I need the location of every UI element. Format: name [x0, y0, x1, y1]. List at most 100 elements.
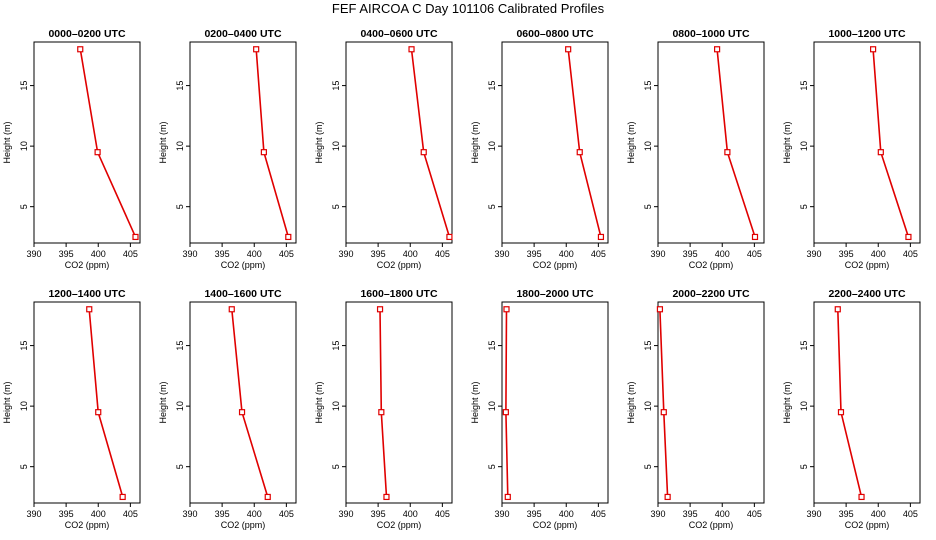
panel-6-profile-line	[872, 49, 910, 238]
panel-1-y-tick-label: 5	[19, 204, 29, 209]
panel-5-frame	[657, 41, 765, 244]
panel-5-data-point	[714, 46, 721, 53]
panel-7-y-tick-label: 5	[19, 464, 29, 469]
panel-4-frame	[501, 41, 609, 244]
panel-12-data-point	[858, 493, 865, 501]
panel-1-x-axis-label: CO2 (ppm)	[65, 260, 110, 270]
panel-5-y-tick-label: 15	[643, 81, 653, 91]
panel-6-y-tick-label: 5	[799, 204, 809, 209]
panel-7-x-tick-label: 395	[59, 509, 74, 519]
panel-10-y-tick-label: 15	[487, 341, 497, 351]
panel-3-x-tick-label: 405	[435, 249, 450, 259]
panel-8-x-tick-label: 395	[215, 509, 230, 519]
panel-7-y-axis-label: Height (m)	[2, 381, 12, 423]
panel-6-title: 1000–1200 UTC	[828, 28, 905, 40]
panel-11-x-tick-label: 405	[747, 509, 762, 519]
panel-5-title: 0800–1000 UTC	[672, 28, 749, 40]
panel-6-x-tick-label: 390	[806, 249, 821, 259]
figure-title: FEF AIRCOA C Day 101106 Calibrated Profi…	[331, 1, 605, 16]
panel-2-data-point	[260, 149, 267, 156]
panel-12-y-tick-label: 15	[799, 341, 809, 351]
panel-1-y-tick-label: 10	[19, 141, 29, 151]
panel-11-x-tick-label: 390	[650, 509, 665, 519]
panel-12-y-tick-label: 10	[799, 401, 809, 411]
panel-10-data-point	[504, 493, 511, 501]
panel-11-frame	[657, 301, 765, 504]
panel-4-title: 0600–0800 UTC	[516, 28, 593, 40]
panel-6-x-tick-label: 400	[871, 249, 886, 259]
panel-7-title: 1200–1400 UTC	[48, 288, 125, 300]
panel-6-x-tick-label: 395	[839, 249, 854, 259]
panel-11-y-tick-label: 5	[643, 464, 653, 469]
panel-1-frame	[33, 41, 141, 244]
panel-10-data-point	[503, 306, 510, 313]
panel-1-title: 0000–0200 UTC	[48, 28, 125, 40]
panel-7-x-axis-label: CO2 (ppm)	[65, 520, 110, 530]
panel-10-title: 1800–2000 UTC	[516, 288, 593, 300]
panel-1-data-point	[132, 233, 139, 241]
panel-11-data-point	[660, 409, 667, 416]
panel-7-x-tick-label: 405	[123, 509, 138, 519]
panel-4-data-point	[576, 149, 583, 156]
panel-6-frame	[813, 41, 921, 244]
panel-10-y-axis-label: Height (m)	[470, 381, 480, 423]
panel-2-x-axis-label: CO2 (ppm)	[221, 260, 266, 270]
panel-9-x-tick-label: 395	[371, 509, 386, 519]
panel-9-data-point	[378, 409, 385, 416]
panel-7-data-point	[86, 306, 93, 313]
panel-11-data-point	[656, 306, 664, 313]
panel-12-data-point	[837, 409, 845, 416]
panel-5-profile-line	[716, 49, 756, 238]
panel-3-y-tick-label: 15	[331, 81, 341, 91]
panel-1-x-tick-label: 395	[59, 249, 74, 259]
panel-6-data-point	[870, 46, 877, 53]
panel-10-y-tick-label: 10	[487, 401, 497, 411]
panel-5-x-axis-label: CO2 (ppm)	[689, 260, 734, 270]
panel-4-x-axis-label: CO2 (ppm)	[533, 260, 578, 270]
panel-11-data-point	[664, 493, 671, 501]
panel-12-profile-line	[837, 309, 863, 498]
panel-5-x-tick-label: 405	[747, 249, 762, 259]
panel-7-x-tick-label: 390	[26, 509, 41, 519]
panel-2-y-tick-label: 15	[175, 81, 185, 91]
panel-9-x-tick-label: 405	[435, 509, 450, 519]
panel-3-frame	[345, 41, 453, 244]
panel-8-data-point	[238, 409, 246, 416]
panel-7-frame	[33, 301, 141, 504]
panel-12-x-tick-label: 395	[839, 509, 854, 519]
panel-8-data-point	[264, 493, 271, 501]
panel-4-x-tick-label: 395	[527, 249, 542, 259]
panel-9-data-point	[376, 306, 384, 313]
panel-3-data-point	[408, 46, 415, 53]
panel-11-x-tick-label: 400	[715, 509, 730, 519]
panel-7-data-point	[119, 493, 126, 501]
panel-5-x-tick-label: 395	[683, 249, 698, 259]
panel-4-y-tick-label: 15	[487, 81, 497, 91]
panel-2-x-tick-label: 390	[182, 249, 197, 259]
panel-4-data-point	[565, 46, 572, 53]
panel-12-frame	[813, 301, 921, 504]
panel-3-y-tick-label: 5	[331, 204, 341, 209]
panel-3-y-tick-label: 10	[331, 141, 341, 151]
panel-3-x-tick-label: 400	[403, 249, 418, 259]
panel-3-y-axis-label: Height (m)	[314, 121, 324, 163]
panel-5-data-point	[751, 233, 759, 241]
panel-2-title: 0200–0400 UTC	[204, 28, 281, 40]
panel-4-y-axis-label: Height (m)	[470, 121, 480, 163]
panel-8-y-tick-label: 15	[175, 341, 185, 351]
panel-4-profile-line	[567, 49, 602, 238]
panel-6-y-tick-label: 10	[799, 141, 809, 151]
panel-3-x-tick-label: 390	[338, 249, 353, 259]
panel-10-x-tick-label: 395	[527, 509, 542, 519]
panel-2-x-tick-label: 405	[279, 249, 294, 259]
panel-12-x-tick-label: 405	[903, 509, 918, 519]
panel-8-data-point	[228, 306, 235, 313]
panel-5-y-tick-label: 10	[643, 141, 653, 151]
panel-2-profile-line	[255, 49, 290, 238]
panel-3-data-point	[420, 149, 427, 156]
panel-3-x-tick-label: 395	[371, 249, 386, 259]
panel-2-data-point	[285, 233, 292, 241]
panel-9-x-tick-label: 400	[403, 509, 418, 519]
panel-1-profile-line	[79, 49, 137, 238]
